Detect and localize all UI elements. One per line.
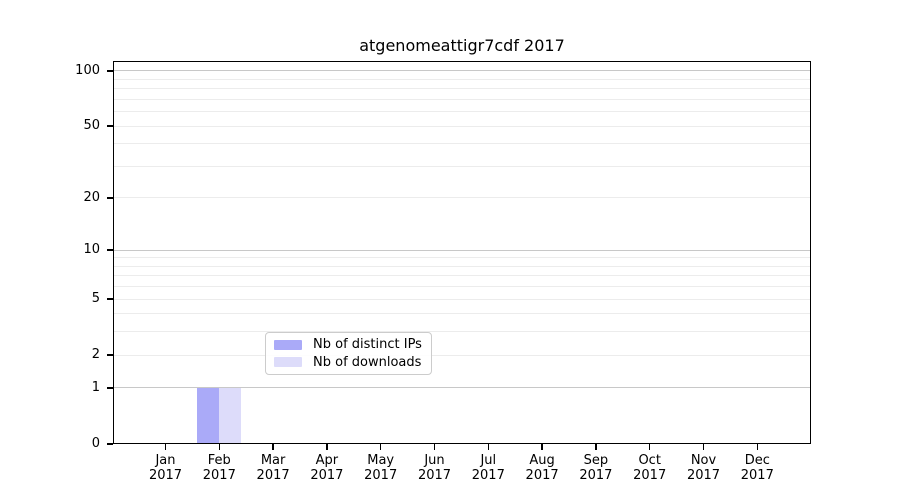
legend: Nb of distinct IPs Nb of downloads (265, 332, 432, 375)
legend-item-distinct-ips: Nb of distinct IPs (274, 337, 423, 352)
y-tick-mark (107, 298, 113, 300)
minor-gridline (113, 165, 811, 167)
y-tick-label: 5 (91, 291, 100, 307)
minor-gridline (113, 125, 811, 127)
y-tick-mark (107, 249, 113, 251)
x-tick-label: Oct 2017 (633, 453, 667, 483)
x-tick-label: Mar 2017 (256, 453, 290, 483)
minor-gridline (113, 265, 811, 267)
y-tick-label: 50 (83, 118, 100, 134)
x-tick-label: Apr 2017 (310, 453, 344, 483)
minor-gridline (113, 78, 811, 80)
x-tick-label: Nov 2017 (686, 453, 721, 483)
minor-gridline (113, 298, 811, 300)
minor-gridline (113, 257, 811, 259)
minor-gridline (113, 143, 811, 145)
x-tick-label: Aug 2017 (525, 453, 559, 483)
x-tick-mark (541, 444, 543, 450)
x-tick-mark (702, 444, 705, 450)
x-tick-mark (487, 444, 490, 450)
y-tick-label: 100 (75, 62, 100, 78)
y-tick-label: 0 (91, 436, 100, 451)
x-tick-mark (648, 444, 651, 450)
minor-gridline (113, 88, 811, 90)
x-tick-label: Jul 2017 (471, 453, 505, 483)
x-tick-mark (164, 444, 167, 450)
x-tick-label: May 2017 (364, 453, 398, 483)
minor-gridline (113, 313, 811, 315)
y-tick-label: 20 (83, 189, 100, 205)
y-tick-mark (107, 125, 113, 127)
minor-gridline (113, 354, 811, 356)
y-tick-label: 1 (91, 379, 100, 395)
y-tick-mark (107, 387, 113, 389)
x-tick-label: Jan 2017 (148, 453, 183, 483)
x-tick-mark (218, 444, 221, 450)
x-tick-label: Jun 2017 (417, 453, 452, 483)
x-tick-mark (272, 444, 274, 450)
minor-gridline (113, 111, 811, 113)
y-tick-mark (107, 354, 113, 356)
bar-nb-of-downloads (219, 387, 242, 444)
minor-gridline (113, 286, 811, 288)
chart-title: atgenomeattigr7cdf 2017 (359, 36, 565, 55)
legend-label-distinct-ips: Nb of distinct IPs (313, 337, 422, 353)
x-tick-label: Dec 2017 (740, 453, 774, 483)
x-tick-label: Feb 2017 (202, 453, 236, 483)
bar-nb-of-distinct-ips (197, 387, 220, 444)
x-tick-mark (595, 444, 597, 450)
y-tick-mark (107, 70, 113, 72)
distinct-ips-swatch-icon (274, 339, 302, 350)
x-tick-mark (433, 444, 436, 450)
minor-gridline (113, 197, 811, 199)
major-gridline (113, 387, 811, 389)
plot-area (113, 61, 811, 444)
y-tick-mark (107, 443, 113, 445)
y-tick-label: 10 (83, 242, 100, 258)
major-gridline (113, 70, 811, 72)
y-tick-mark (107, 197, 113, 199)
downloads-swatch-icon (274, 357, 302, 368)
minor-gridline (113, 98, 811, 100)
legend-label-downloads: Nb of downloads (313, 354, 422, 370)
legend-item-downloads: Nb of downloads (274, 355, 423, 370)
y-tick-label: 2 (91, 347, 100, 363)
minor-gridline (113, 275, 811, 277)
x-tick-mark (756, 444, 759, 450)
x-tick-mark (379, 444, 382, 450)
minor-gridline (113, 331, 811, 333)
x-tick-mark (326, 444, 328, 450)
major-gridline (113, 249, 811, 251)
x-tick-label: Sep 2017 (579, 453, 613, 483)
